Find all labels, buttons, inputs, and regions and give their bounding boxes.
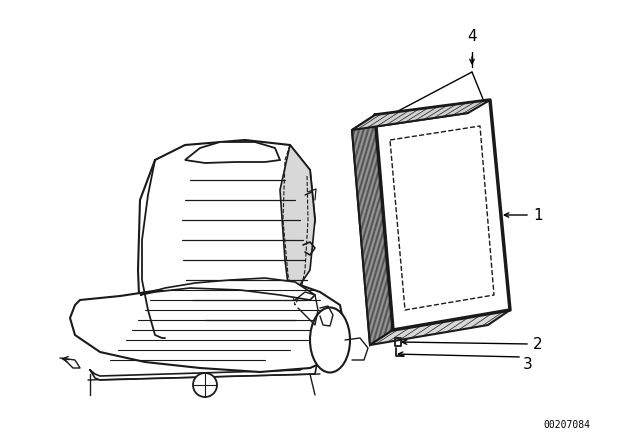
Polygon shape [352, 115, 393, 345]
Polygon shape [140, 278, 315, 300]
Polygon shape [70, 282, 345, 372]
Polygon shape [375, 100, 510, 330]
Polygon shape [352, 100, 490, 130]
Text: 4: 4 [467, 29, 477, 44]
Text: 3: 3 [523, 357, 532, 371]
Text: 00207084: 00207084 [543, 420, 590, 430]
Polygon shape [390, 126, 494, 310]
Polygon shape [280, 145, 315, 300]
Ellipse shape [310, 307, 350, 372]
Polygon shape [370, 310, 510, 345]
Text: 1: 1 [533, 207, 543, 223]
Polygon shape [185, 142, 280, 163]
Polygon shape [138, 140, 315, 340]
Circle shape [193, 373, 217, 397]
Text: 2: 2 [533, 336, 543, 352]
